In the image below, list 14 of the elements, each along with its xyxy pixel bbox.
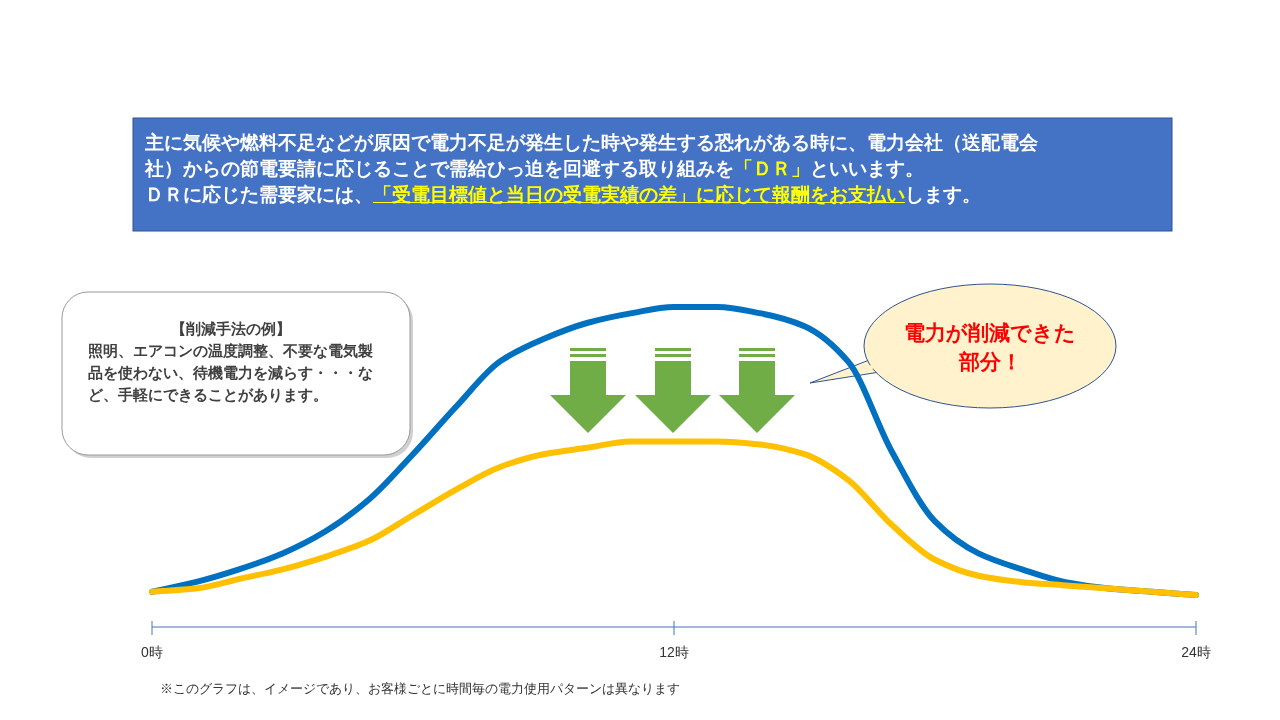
text: ※このグラフは、イメージであり、お客様ごとに時間毎の電力使用パターンは異なります — [160, 680, 680, 698]
x-tick-label: 0時 — [141, 644, 163, 660]
text: ＤＲに応じた需要家には、 — [145, 184, 373, 205]
annotation: 照明、エアコンの温度調整、不要な電気製品を使わない、待機電力を減らす・・・など、手軽にできることがあります。 — [88, 341, 374, 405]
text: 「ＤＲ」 — [734, 158, 810, 179]
text: します。 — [905, 184, 981, 205]
text: といいます。 — [810, 158, 924, 179]
x-tick-label: 24時 — [1181, 644, 1211, 660]
text: 「受電目標値と当日の受電実績の差」に応じて報酬をお支払い — [373, 184, 905, 205]
annotation: 【削減手法の例】 — [170, 319, 292, 339]
text: 社）からの節電要請に応じることで需給ひっ迫を回避する取り組みを — [145, 158, 734, 179]
annotation: 電力が削減できた部分！ — [903, 320, 1077, 375]
x-tick-label: 12時 — [659, 644, 689, 660]
text: 主に気候や燃料不足などが原因で電力不足が発生した時や発生する恐れがある時に、電力会社（送配電会 — [145, 132, 1038, 153]
